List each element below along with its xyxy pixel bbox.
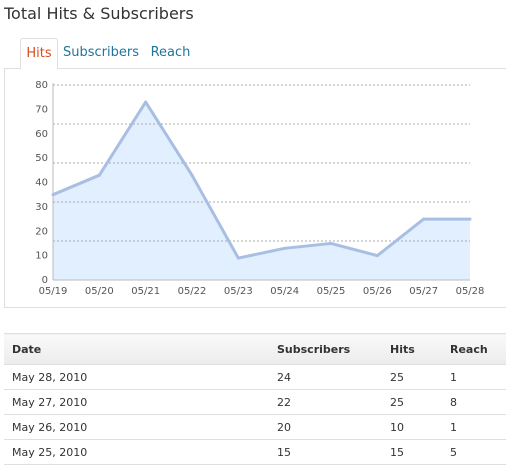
cell-hits: 10 bbox=[390, 414, 450, 440]
stats-table: Date Subscribers Hits Reach May 28, 2010… bbox=[4, 333, 506, 465]
cell-date: May 28, 2010 bbox=[4, 364, 277, 390]
tab-hits[interactable]: Hits bbox=[20, 38, 58, 70]
hits-area-chart: 0 10 20 30 40 50 60 70 80 05/19 05/20 05/21 05/22 05/… bbox=[35, 80, 485, 297]
y-tick-label: 0 bbox=[42, 275, 48, 286]
cell-subscribers: 15 bbox=[277, 439, 390, 465]
table-row: May 27, 2010 22 25 8 bbox=[4, 389, 506, 415]
data-point bbox=[97, 173, 101, 177]
header-date[interactable]: Date bbox=[4, 333, 277, 365]
y-tick-label: 10 bbox=[35, 251, 48, 262]
table-row: May 25, 2010 15 15 5 bbox=[4, 439, 506, 465]
cell-date: May 26, 2010 bbox=[4, 414, 277, 440]
y-tick-label: 20 bbox=[35, 226, 48, 237]
cell-reach: 1 bbox=[450, 364, 506, 390]
data-point bbox=[422, 217, 426, 221]
table-row: May 26, 2010 20 10 1 bbox=[4, 414, 506, 440]
cell-subscribers: 20 bbox=[277, 414, 390, 440]
x-tick-label: 05/20 bbox=[85, 286, 114, 297]
cell-subscribers: 24 bbox=[277, 364, 390, 390]
y-tick-label: 30 bbox=[35, 202, 48, 213]
y-tick-label: 70 bbox=[35, 104, 48, 115]
data-point bbox=[375, 254, 379, 258]
cell-hits: 25 bbox=[390, 389, 450, 415]
x-tick-label: 05/24 bbox=[270, 286, 299, 297]
header-subscribers[interactable]: Subscribers bbox=[277, 333, 390, 365]
cell-date: May 25, 2010 bbox=[4, 439, 277, 465]
x-tick-label: 05/28 bbox=[456, 286, 485, 297]
cell-reach: 5 bbox=[450, 439, 506, 465]
table-header-row: Date Subscribers Hits Reach bbox=[4, 333, 506, 365]
x-tick-label: 05/27 bbox=[409, 286, 438, 297]
cell-reach: 8 bbox=[450, 389, 506, 415]
cell-subscribers: 22 bbox=[277, 389, 390, 415]
x-tick-label: 05/25 bbox=[317, 286, 346, 297]
chart-panel: 0 10 20 30 40 50 60 70 80 05/19 05/20 05/21 05/22 05/… bbox=[4, 68, 506, 308]
header-hits[interactable]: Hits bbox=[390, 333, 450, 365]
x-tick-label: 05/19 bbox=[39, 286, 68, 297]
tab-reach[interactable]: Reach bbox=[150, 45, 191, 60]
data-point bbox=[190, 173, 194, 177]
hits-series-line bbox=[52, 100, 470, 260]
x-tick-label: 05/23 bbox=[224, 286, 253, 297]
cell-date: May 27, 2010 bbox=[4, 389, 277, 415]
y-tick-label: 60 bbox=[35, 129, 48, 140]
cell-reach: 1 bbox=[450, 414, 506, 440]
area-fill bbox=[53, 102, 470, 280]
page-title: Total Hits & Subscribers bbox=[4, 4, 194, 23]
data-point bbox=[236, 256, 240, 260]
y-tick-label: 40 bbox=[35, 178, 48, 189]
data-point bbox=[283, 246, 287, 250]
y-tick-label: 50 bbox=[35, 153, 48, 164]
data-point bbox=[51, 193, 55, 197]
data-point bbox=[329, 241, 333, 245]
x-tick-label: 05/26 bbox=[363, 286, 392, 297]
table-row: May 28, 2010 24 25 1 bbox=[4, 364, 506, 390]
tab-subscribers[interactable]: Subscribers bbox=[63, 45, 139, 60]
y-tick-label: 80 bbox=[35, 80, 48, 91]
header-reach[interactable]: Reach bbox=[450, 333, 506, 365]
cell-hits: 25 bbox=[390, 364, 450, 390]
x-tick-label: 05/21 bbox=[131, 286, 160, 297]
x-tick-label: 05/22 bbox=[178, 286, 207, 297]
data-point bbox=[144, 100, 148, 104]
data-point bbox=[468, 217, 472, 221]
cell-hits: 15 bbox=[390, 439, 450, 465]
